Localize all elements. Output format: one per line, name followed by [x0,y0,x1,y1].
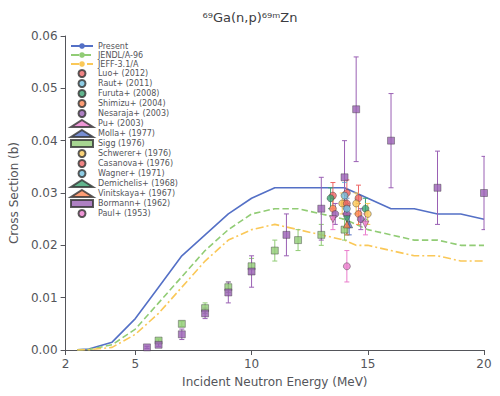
svg-text:Incident Neutron Energy (MeV): Incident Neutron Energy (MeV) [182,375,367,389]
svg-text:Wagner+ (1971): Wagner+ (1971) [98,169,165,178]
svg-text:Molla+ (1977): Molla+ (1977) [98,129,155,138]
svg-text:Sigg (1976): Sigg (1976) [98,139,145,148]
svg-text:0.05: 0.05 [31,81,58,95]
svg-text:Nesaraja+ (2003): Nesaraja+ (2003) [98,109,169,118]
svg-text:Furuta+ (2008): Furuta+ (2008) [98,89,159,98]
svg-text:0.00: 0.00 [31,343,58,357]
svg-text:JENDL/A-96: JENDL/A-96 [97,51,143,60]
svg-text:Cross Section (b): Cross Section (b) [7,142,21,244]
svg-text:⁶⁹Ga(n,p)⁶⁹ᵐZn: ⁶⁹Ga(n,p)⁶⁹ᵐZn [203,10,298,25]
svg-text:2: 2 [62,357,70,371]
svg-text:Vinitskaya+ (1967): Vinitskaya+ (1967) [98,189,175,198]
svg-text:Demichelis+ (1968): Demichelis+ (1968) [98,179,178,188]
svg-text:Paul+ (1953): Paul+ (1953) [98,209,151,218]
svg-text:Luo+ (2012): Luo+ (2012) [98,69,148,78]
svg-text:JEFF-3.1/A: JEFF-3.1/A [97,60,139,69]
svg-text:Present: Present [98,42,128,51]
svg-text:Schwerer+ (1976): Schwerer+ (1976) [98,149,171,158]
svg-text:5: 5 [132,357,140,371]
svg-text:0.06: 0.06 [31,29,58,43]
svg-text:Raut+ (2011): Raut+ (2011) [98,79,152,88]
svg-text:0.01: 0.01 [31,291,58,305]
svg-text:Casanova+ (1976): Casanova+ (1976) [98,159,173,168]
svg-text:Pu+ (2003): Pu+ (2003) [98,119,144,128]
svg-text:Bormann+ (1962): Bormann+ (1962) [98,199,170,208]
svg-text:0.02: 0.02 [31,238,58,252]
svg-text:0.03: 0.03 [31,186,58,200]
svg-text:20: 20 [476,357,491,371]
svg-text:0.04: 0.04 [31,134,58,148]
svg-text:10: 10 [244,357,259,371]
svg-text:15: 15 [360,357,375,371]
svg-text:Shimizu+ (2004): Shimizu+ (2004) [98,99,166,108]
